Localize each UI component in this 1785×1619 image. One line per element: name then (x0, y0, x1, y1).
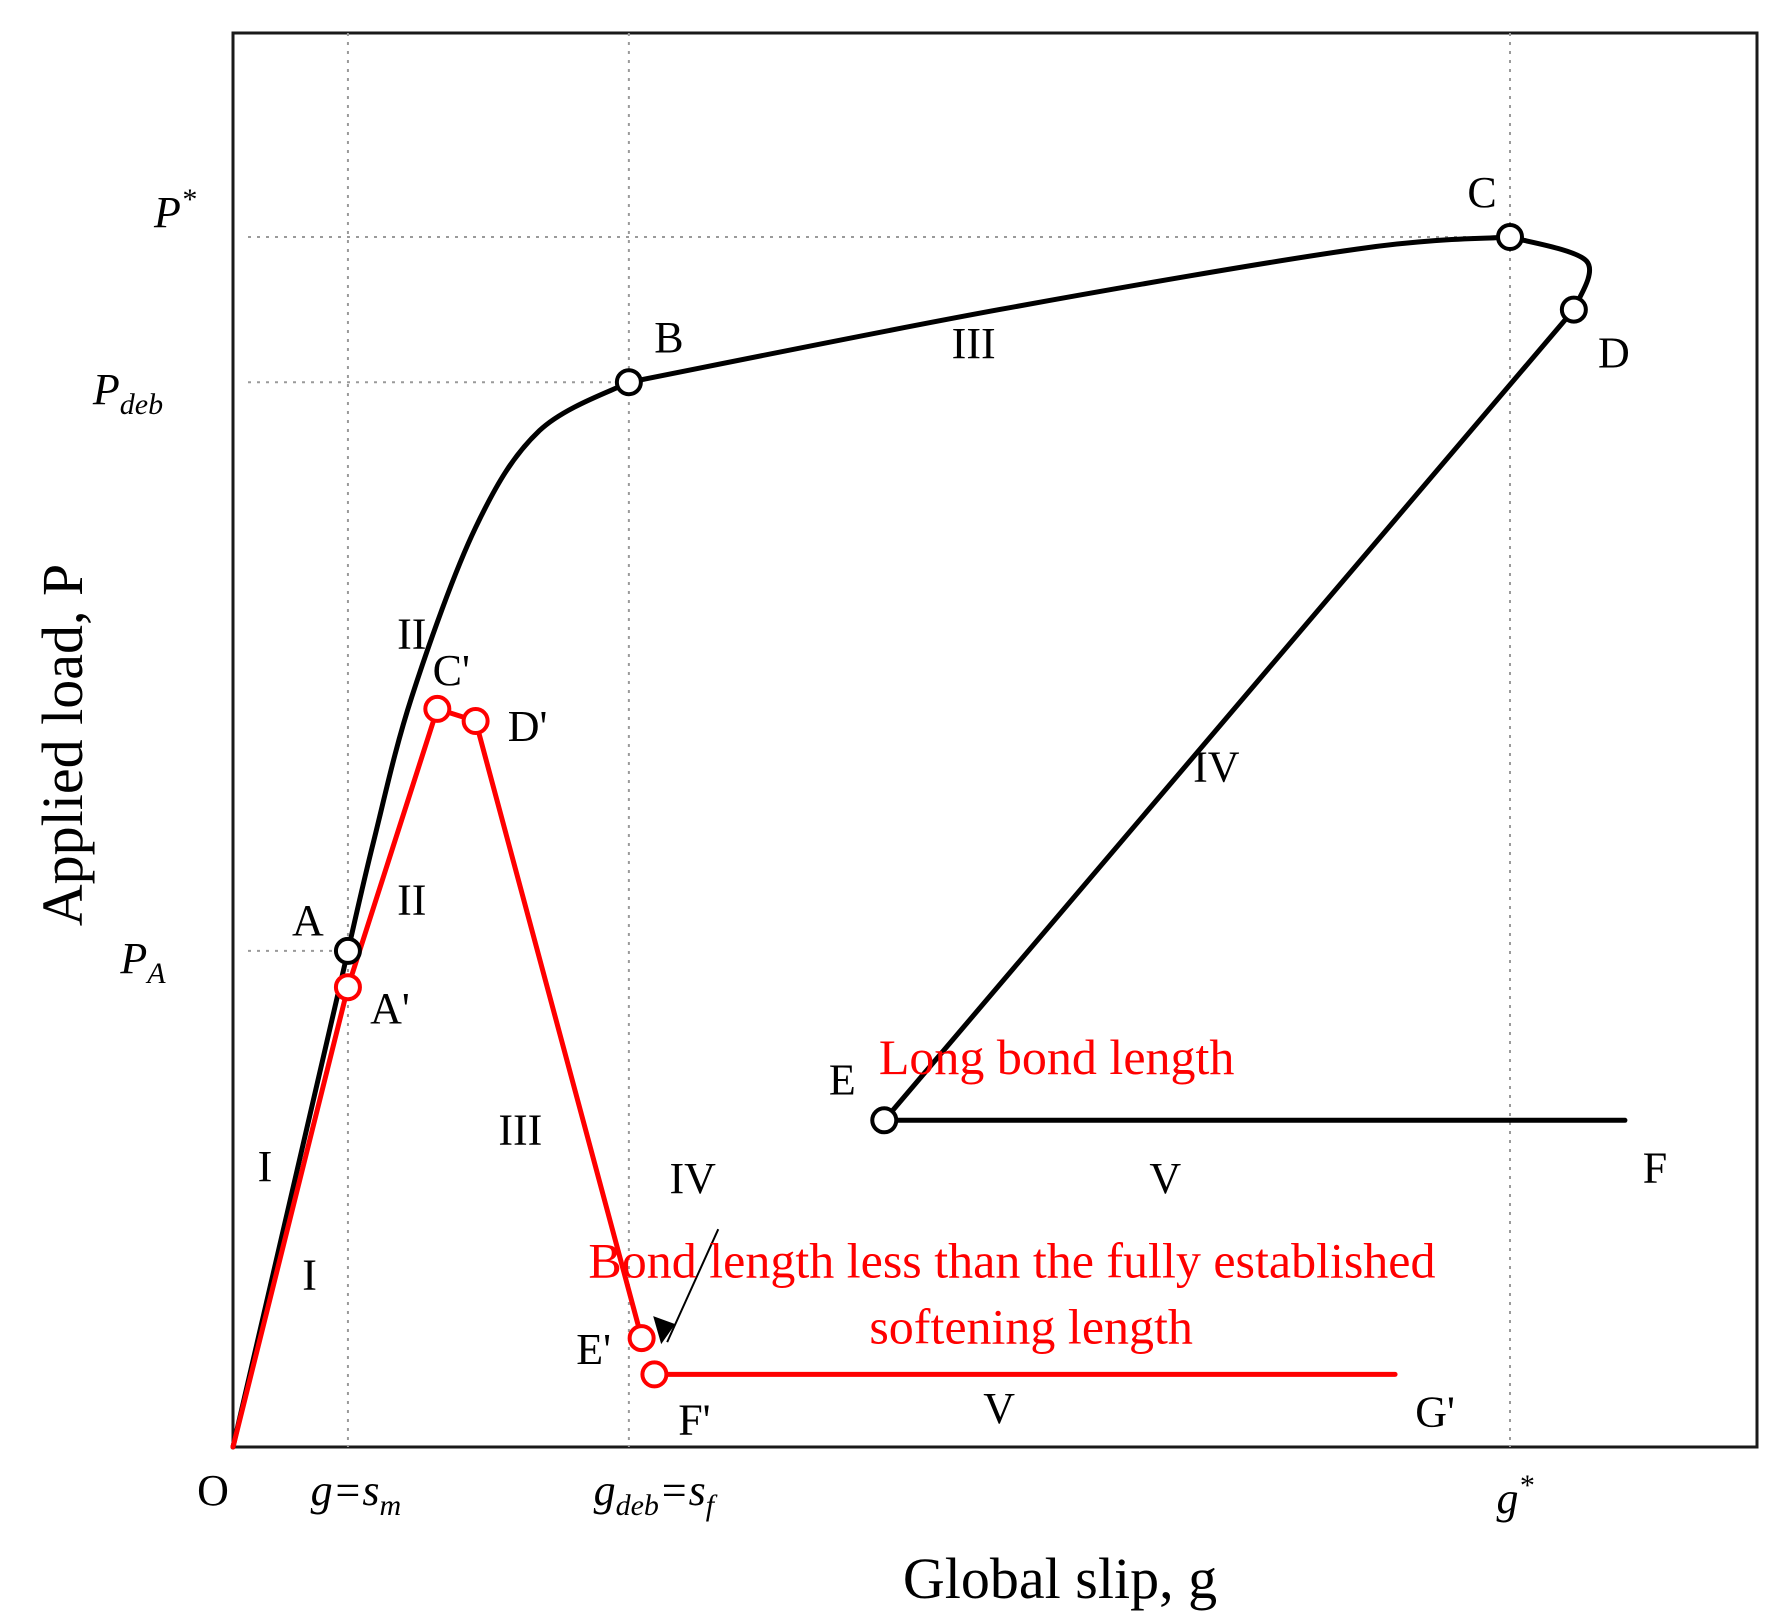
grid-lines (248, 33, 1511, 1447)
point-label-B: B (654, 313, 683, 362)
point-marker-B (614, 368, 643, 397)
series-layer (230, 223, 1628, 1450)
point-label-E-prime: E' (576, 1325, 611, 1374)
point-marker-F-prime (640, 1360, 669, 1389)
y-axis-label: Applied load, P (30, 564, 95, 926)
y-tick-label: PA (119, 934, 166, 990)
series-short-stage-III (473, 718, 645, 1341)
stage-label-long-II: II (397, 609, 426, 658)
point-label-E: E (829, 1055, 856, 1104)
series-long-stage-IV (881, 307, 1577, 1123)
y-tick-label: Pdeb (92, 365, 163, 421)
point-marker-A-prime (333, 973, 362, 1002)
point-label-F: F (1643, 1143, 1667, 1192)
stage-IV-pointer (666, 1228, 720, 1343)
plot-frame (231, 31, 1759, 1449)
x-tick-label: O (197, 1466, 229, 1515)
point-label-D: D (1598, 329, 1630, 378)
point-label-D-prime: D' (508, 702, 548, 751)
plot-area-border (231, 31, 1759, 1449)
x-tick-label: g* (1497, 1469, 1534, 1523)
point-marker-A (333, 936, 362, 965)
point-label-C: C (1467, 168, 1496, 217)
stage-label-long-I: I (258, 1142, 273, 1191)
x-tick-label: g=sm (311, 1466, 402, 1522)
point-marker-D (1559, 295, 1588, 324)
stage-label-short-II: II (397, 876, 426, 925)
point-marker-D-prime (461, 707, 490, 735)
legend-short-bond-label: Bond length less than the fully establis… (588, 1233, 1435, 1355)
text-layer: P* Pdeb PA O g=sm gdeb=sf g* A B C D E F A' C' D' E' F' G'… (92, 168, 1667, 1523)
stage-label-long-IV: IV (1193, 743, 1240, 792)
x-axis-label: Global slip, g (903, 1546, 1217, 1611)
stage-label-short-III: III (498, 1106, 542, 1155)
y-tick-label: P* (153, 183, 196, 237)
x-tick-label: gdeb=sf (594, 1466, 718, 1522)
point-label-G-prime: G' (1415, 1387, 1455, 1436)
series-short-stage-I (230, 984, 351, 1450)
series-long-stage-II (345, 379, 632, 954)
point-marker-C-prime (423, 694, 452, 723)
point-label-F-prime: F' (678, 1395, 710, 1444)
stage-label-short-IV: IV (670, 1154, 717, 1203)
legend-long-bond-label: Long bond length (879, 1029, 1235, 1085)
point-marker-C (1496, 223, 1524, 251)
stage-IV-pointer-head (653, 1316, 676, 1345)
series-long-peak-hook (1507, 234, 1592, 313)
stage-label-long-V: V (1149, 1154, 1181, 1203)
series-long-stage-III (626, 234, 1513, 385)
stage-label-short-V: V (983, 1384, 1015, 1433)
point-label-C-prime: C' (433, 646, 470, 695)
point-marker-E-prime (627, 1324, 656, 1353)
point-marker-E (870, 1106, 899, 1135)
series-short-stage-II (345, 706, 440, 990)
point-label-A-prime: A' (370, 984, 410, 1033)
point-label-A: A (292, 896, 324, 945)
stage-label-long-III: III (952, 319, 996, 368)
stage-label-short-I: I (302, 1251, 317, 1300)
